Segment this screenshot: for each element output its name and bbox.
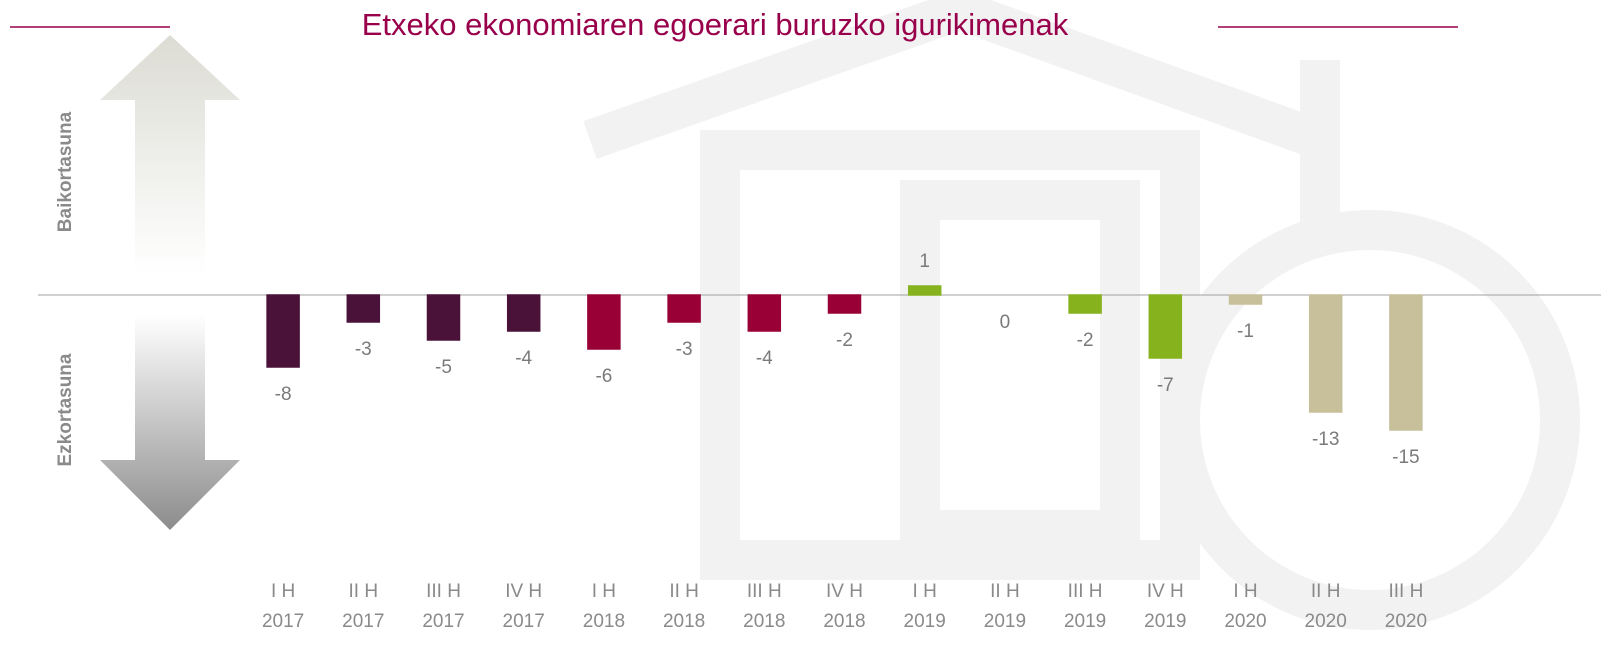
x-tick-label: III H 2019: [1045, 577, 1125, 637]
value-label: -6: [595, 366, 612, 387]
x-tick-label: I H 2019: [885, 577, 965, 637]
page: Baikortasuna Ezkortasuna Etxeko ekonomia…: [0, 0, 1601, 647]
bar: [909, 286, 941, 295]
bar: [1149, 295, 1181, 358]
value-label: 0: [1000, 312, 1011, 333]
optimism-label: Baikortasuna: [55, 111, 76, 232]
x-tick-label: II H 2017: [323, 577, 403, 637]
bar: [428, 295, 460, 340]
chart-title: Etxeko ekonomiaren egoerari buruzko igur…: [362, 7, 1069, 42]
bar: [748, 295, 780, 331]
bar: [588, 295, 620, 349]
bar: [1069, 295, 1101, 313]
x-tick-label: II H 2019: [965, 577, 1045, 637]
value-label: -13: [1312, 429, 1339, 450]
value-label: -1: [1237, 321, 1254, 342]
value-label: -3: [355, 339, 372, 360]
x-tick-label: III H 2017: [404, 577, 484, 637]
x-tick-label: IV H 2017: [484, 577, 564, 637]
bar: [668, 295, 700, 322]
value-label: -2: [836, 330, 853, 351]
value-label: -7: [1157, 375, 1174, 396]
optimism-arrow: [100, 35, 240, 275]
value-label: -4: [756, 348, 773, 369]
value-label: -15: [1392, 447, 1419, 468]
value-label: -4: [515, 348, 532, 369]
value-label: -2: [1077, 330, 1094, 351]
x-tick-label: III H 2020: [1366, 577, 1446, 637]
pessimism-label: Ezkortasuna: [55, 353, 76, 466]
value-label: -3: [676, 339, 693, 360]
x-tick-label: IV H 2018: [805, 577, 885, 637]
x-tick-label: I H 2018: [564, 577, 644, 637]
bar: [829, 295, 861, 313]
chart: Baikortasuna Ezkortasuna Etxeko ekonomia…: [0, 0, 1601, 647]
bar: [1310, 295, 1342, 412]
bar: [1230, 295, 1262, 304]
x-tick-label: II H 2018: [644, 577, 724, 637]
x-tick-label: IV H 2019: [1125, 577, 1205, 637]
bar: [1390, 295, 1422, 430]
value-label: 1: [919, 251, 930, 272]
bar: [508, 295, 540, 331]
pessimism-arrow: [100, 315, 240, 530]
x-tick-label: I H 2020: [1206, 577, 1286, 637]
value-label: -8: [275, 384, 292, 405]
bar: [347, 295, 379, 322]
x-tick-label: II H 2020: [1286, 577, 1366, 637]
value-label: -5: [435, 357, 452, 378]
bar: [267, 295, 299, 367]
x-tick-label: I H 2017: [243, 577, 323, 637]
x-tick-label: III H 2018: [724, 577, 804, 637]
